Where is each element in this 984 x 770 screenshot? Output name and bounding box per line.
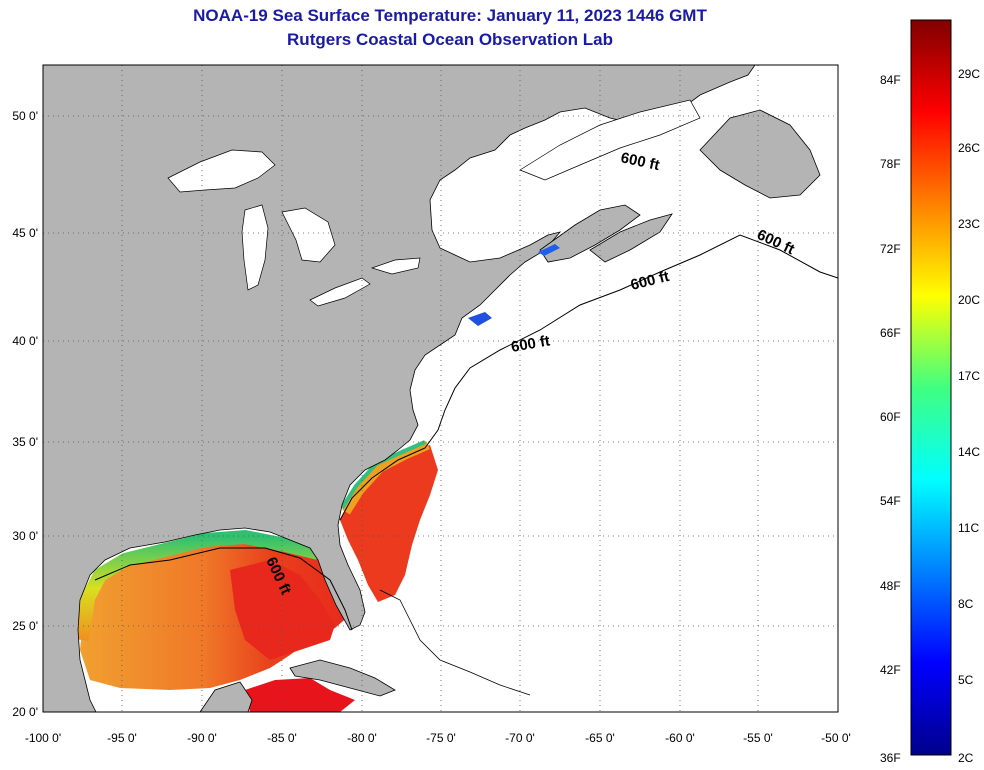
atlantic-coastal-band [342,440,430,515]
lake-huron [281,207,336,263]
lon-tick-label: -85 0' [267,731,297,745]
lake-michigan [241,204,269,291]
lon-tick-label: -50 0' [821,731,851,745]
lat-tick-label: 45 0' [12,226,38,240]
colorbar-gradient [910,19,952,756]
lon-tick-label: -95 0' [107,731,137,745]
map-title: NOAA-19 Sea Surface Temperature: January… [193,6,707,25]
cold-patch-maine [538,244,560,256]
lat-tick-label: 20 0' [12,705,38,719]
cuba-land [289,659,396,697]
nova-scotia-land [589,213,673,263]
colorbar-c-label: 8C [958,597,974,611]
gulf-coastal-band [75,529,320,641]
lat-labels: 50 0' 45 0' 40 0' 35 0' 30 0' 25 0' 20 0… [12,109,38,719]
map-frame [42,64,839,713]
lon-tick-label: -60 0' [665,731,695,745]
lon-tick-label: -80 0' [347,731,377,745]
lon-tick-label: -90 0' [187,731,217,745]
lat-tick-label: 30 0' [12,529,38,543]
loop-current-sst [230,560,335,660]
colorbar-c-label: 20C [958,293,980,307]
colorbar-c-label: 2C [958,751,974,765]
lat-tick-label: 50 0' [12,109,38,123]
colorbar-f-label: 42F [880,663,901,677]
colorbar-f-label: 48F [880,579,901,593]
colorbar-c-label: 29C [958,67,980,81]
maritimes-land [539,204,641,263]
isobath-600ft [94,234,838,631]
lon-labels: -100 0' -95 0' -90 0' -85 0' -80 0' -75 … [25,731,851,745]
bahamas-outline [379,589,531,696]
colorbar-f-label: 78F [880,157,901,171]
map-subtitle: Rutgers Coastal Ocean Observation Lab [287,30,613,49]
colorbar-c-label: 23C [958,217,980,231]
st-lawrence [519,99,701,181]
cold-patch-cape-cod [468,312,492,326]
colorbar-c-label: 17C [958,369,980,383]
colorbar-f-label: 66F [880,326,901,340]
contour-label: 600 ft [510,332,552,356]
colorbar-f-label: 84F [880,73,901,87]
colorbar-c-label: 14C [958,445,980,459]
colorbar-c-label: 26C [958,141,980,155]
lon-tick-label: -100 0' [25,731,61,745]
yucatan-land [199,681,253,712]
lon-tick-label: -65 0' [585,731,615,745]
lat-tick-label: 40 0' [12,334,38,348]
newfoundland-land [699,109,821,199]
north-america-land [43,65,756,712]
colorbar-f-label: 60F [880,410,901,424]
lake-superior [167,149,276,193]
colorbar-f-label: 54F [880,494,901,508]
colorbar-f-label: 72F [880,242,901,256]
colorbar-f-labels: 84F 78F 72F 66F 60F 54F 48F 42F 36F [880,73,901,765]
caribbean-sst [245,678,355,712]
lake-ontario [370,257,421,275]
colorbar-c-label: 11C [958,521,979,535]
colorbar-c-labels: 29C 26C 23C 20C 17C 14C 11C 8C 5C 2C [958,67,980,765]
lake-erie [309,277,371,307]
lat-tick-label: 25 0' [12,619,38,633]
colorbar-f-label: 36F [880,751,901,765]
colorbar-c-label: 5C [958,673,974,687]
lon-tick-label: -55 0' [743,731,773,745]
lon-tick-label: -70 0' [505,731,535,745]
lat-tick-label: 35 0' [12,435,38,449]
lon-tick-label: -75 0' [426,731,456,745]
